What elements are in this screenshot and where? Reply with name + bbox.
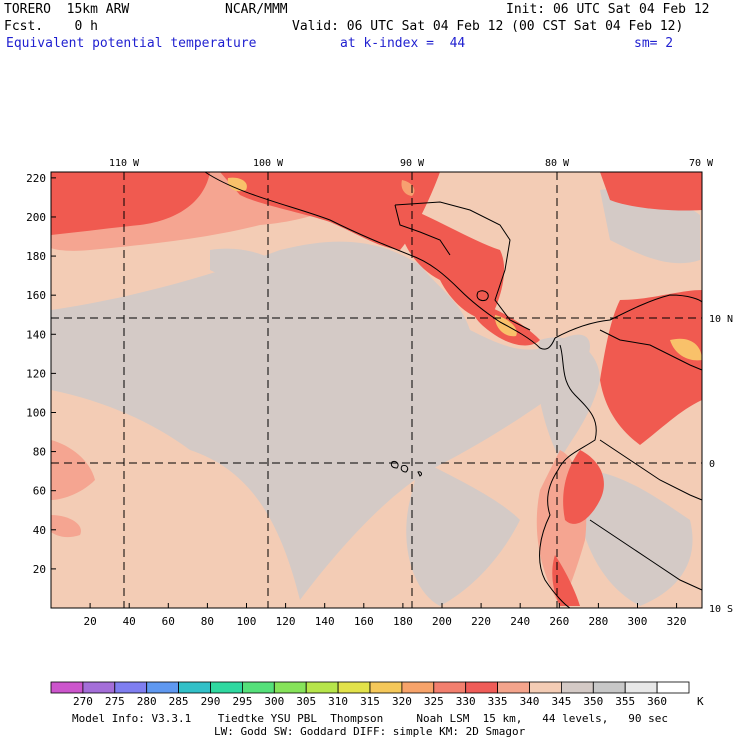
lon-label-100w: 100 W	[253, 158, 284, 169]
lon-label-110w: 110 W	[109, 158, 140, 169]
colorbar-label-325: 325	[424, 695, 444, 708]
x-tick-220: 220	[471, 615, 491, 628]
colorbar-label-270: 270	[73, 695, 93, 708]
colorbar-label-355: 355	[615, 695, 635, 708]
axis-labels: 110 W 100 W 90 W 80 W 70 W 10 N 0 10 S	[109, 158, 733, 615]
colorbar-label-285: 285	[169, 695, 189, 708]
colorbar-swatch-1	[82, 681, 116, 694]
init-time: Init: 06 UTC Sat 04 Feb 12	[506, 2, 710, 17]
map-frame	[50, 171, 703, 609]
valid-time: Valid: 06 UTC Sat 04 Feb 12 (00 CST Sat …	[292, 19, 684, 34]
colorbar-label-300: 300	[264, 695, 284, 708]
coastlines	[204, 171, 703, 609]
x-tick-280: 280	[588, 615, 608, 628]
x-tick-40: 40	[123, 615, 136, 628]
colorbar-swatch-3	[146, 681, 179, 694]
colorbar-swatch-14	[497, 681, 530, 694]
field-name: Equivalent potential temperature	[6, 36, 257, 51]
colorbar-swatch-17	[592, 681, 626, 694]
y-tick-100: 100	[26, 406, 46, 419]
colorbar-swatch-15	[529, 681, 562, 694]
x-tick-100: 100	[237, 615, 257, 628]
colorbar-swatch-0	[50, 681, 84, 694]
colorbar-label-305: 305	[296, 695, 316, 708]
colorbar-label-345: 345	[551, 695, 571, 708]
smoothing-label: sm= 2	[634, 36, 674, 51]
y-tick-140: 140	[26, 328, 46, 341]
lat-label-10n: 10 N	[709, 314, 733, 325]
y-tick-labels: 20 40 60 80 100 120 140 160 180 200 220	[26, 172, 46, 576]
x-tick-200: 200	[432, 615, 452, 628]
model-title: TORERO 15km ARW	[4, 2, 130, 17]
x-tick-140: 140	[315, 615, 335, 628]
x-tick-60: 60	[162, 615, 175, 628]
y-tick-20: 20	[33, 563, 46, 576]
colorbar-labels: 270 275 280 285 290 295 300 305 310 315 320 325 330 3…	[73, 695, 667, 708]
x-tick-260: 260	[549, 615, 569, 628]
colorbar-swatch-7	[273, 681, 307, 694]
colorbar-swatch-19	[656, 681, 690, 694]
lon-label-70w: 70 W	[689, 158, 714, 169]
x-tick-120: 120	[276, 615, 296, 628]
x-tick-80: 80	[201, 615, 214, 628]
colorbar-label-310: 310	[328, 695, 348, 708]
x-tick-240: 240	[510, 615, 530, 628]
x-tick-320: 320	[667, 615, 687, 628]
colorbar-label-290: 290	[201, 695, 221, 708]
colorbar-swatch-9	[337, 681, 371, 694]
colorbar-label-275: 275	[105, 695, 125, 708]
x-tick-180: 180	[393, 615, 413, 628]
y-tick-80: 80	[33, 446, 46, 459]
model-info-line2: LW: Godd SW: Goddard DIFF: simple KM: 2D…	[214, 725, 526, 738]
colorbar-label-315: 315	[360, 695, 380, 708]
y-tick-220: 220	[26, 172, 46, 185]
colorbar-swatch-5	[210, 681, 243, 694]
temperature-field	[51, 172, 702, 608]
colorbar	[50, 681, 690, 694]
y-tick-40: 40	[33, 524, 46, 537]
lon-label-80w: 80 W	[545, 158, 570, 169]
colorbar-label-320: 320	[392, 695, 412, 708]
model-info-line1: Model Info: V3.3.1 Tiedtke YSU PBL Thomp…	[72, 712, 669, 725]
y-tick-180: 180	[26, 250, 46, 263]
colorbar-swatch-12	[433, 681, 467, 694]
level-label: at k-index = 44	[340, 36, 466, 51]
x-tick-160: 160	[354, 615, 374, 628]
y-tick-160: 160	[26, 289, 46, 302]
axis-ticks	[51, 177, 678, 608]
x-tick-labels: 20 40 60 80 100 120 140 160 180 200 220 240 260 280 30…	[83, 615, 686, 628]
org-label: NCAR/MMM	[225, 2, 288, 17]
graticule	[51, 172, 702, 608]
colorbar-swatch-13	[465, 681, 499, 694]
x-tick-20: 20	[83, 615, 96, 628]
lat-label-0: 0	[709, 459, 715, 470]
colorbar-label-335: 335	[488, 695, 508, 708]
colorbar-swatch-10	[369, 681, 403, 694]
colorbar-label-340: 340	[520, 695, 540, 708]
colorbar-label-295: 295	[232, 695, 252, 708]
colorbar-swatch-8	[305, 681, 339, 694]
y-tick-120: 120	[26, 367, 46, 380]
colorbar-swatch-2	[114, 681, 148, 694]
colorbar-label-360: 360	[647, 695, 667, 708]
colorbar-label-330: 330	[456, 695, 476, 708]
lon-label-90w: 90 W	[400, 158, 425, 169]
lat-label-10s: 10 S	[709, 604, 733, 615]
colorbar-swatch-6	[241, 681, 275, 694]
colorbar-swatch-4	[178, 681, 211, 694]
forecast-hour: Fcst. 0 h	[4, 19, 98, 34]
colorbar-swatch-16	[561, 681, 594, 694]
y-tick-60: 60	[33, 485, 46, 498]
y-tick-200: 200	[26, 211, 46, 224]
x-tick-300: 300	[628, 615, 648, 628]
colorbar-label-350: 350	[583, 695, 603, 708]
colorbar-swatch-18	[624, 681, 658, 694]
colorbar-swatch-11	[401, 681, 435, 694]
colorbar-label-280: 280	[137, 695, 157, 708]
colorbar-unit: K	[697, 695, 704, 708]
